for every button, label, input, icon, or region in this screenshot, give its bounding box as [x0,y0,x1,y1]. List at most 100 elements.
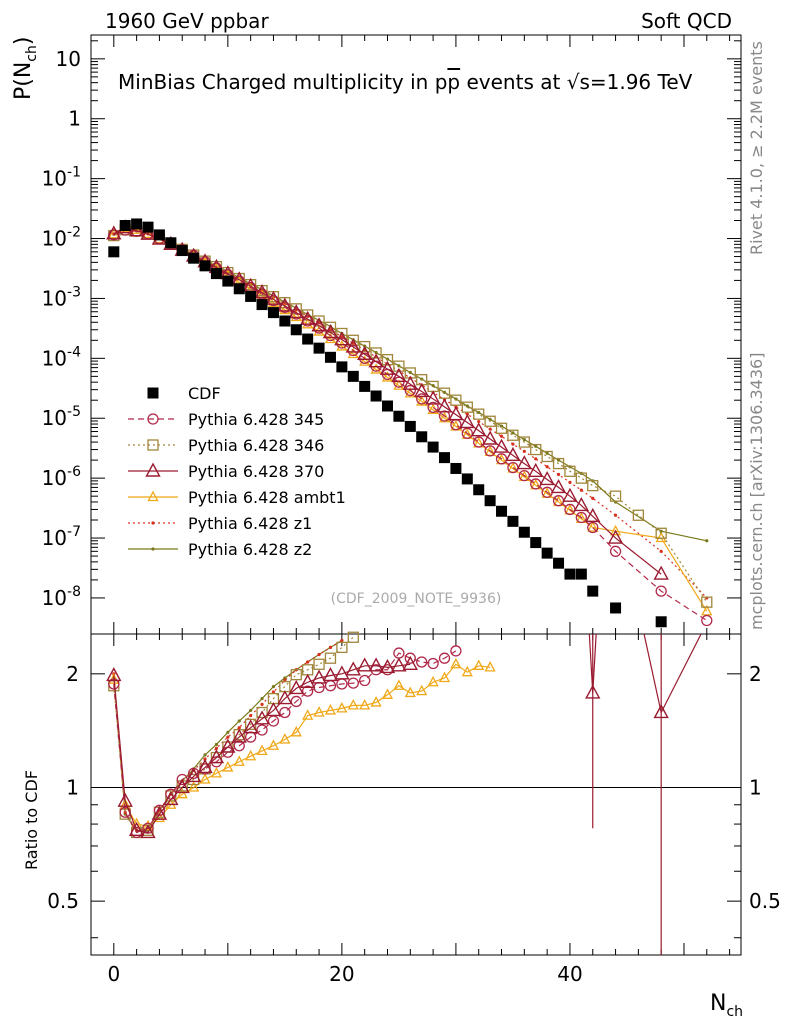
analysis-watermark: (CDF_2009_NOTE_9936) [331,591,502,607]
data-point-p370 [345,338,361,353]
data-point-z1 [659,549,663,553]
legend-item-ambt1: Pythia 6.428 ambt1 [128,488,346,507]
ratio-point-p370 [288,679,304,695]
data-point-cdf [553,557,565,569]
legend-label: Pythia 6.428 z1 [188,514,312,533]
ratio-y-axis-label: Ratio to CDF [22,770,41,870]
data-point-p346 [701,596,713,608]
ratio-point-ambt1 [359,698,371,710]
ratio-point-p370 [391,657,407,672]
data-point-p345 [701,614,713,627]
ratio-point-p345 [359,674,371,687]
legend-marker [147,387,159,399]
data-point-p370 [299,310,316,325]
data-point-p346 [393,360,405,372]
data-point-z1 [522,449,526,453]
ratio-tail-line [588,633,594,693]
ratio-point-p345 [416,656,428,668]
data-point-cdf [131,218,143,230]
y-tick-label: 10-6 [42,464,82,490]
x-tick-label: 20 [329,962,354,986]
data-point-p370 [562,487,578,502]
data-point-p345 [438,410,451,422]
ratio-point-p345 [404,652,416,664]
data-point-z2 [545,451,549,455]
data-point-cdf [279,315,291,327]
data-point-cdf [416,431,428,443]
ratio-point-ambt1 [290,725,302,737]
ratio-point-z2 [237,719,241,723]
ratio-point-p370 [174,779,190,794]
data-point-cdf [256,299,268,311]
ratio-point-p370 [197,758,213,774]
main-series-group [106,218,713,628]
data-point-p345 [587,521,599,534]
data-point-z2 [511,431,515,435]
data-point-cdf [439,452,451,464]
ratio-point-ambt1 [370,696,382,707]
ylabel-base: P(N [11,62,36,100]
data-point-z1 [579,488,583,492]
ratio-point-ambt1 [393,679,405,690]
ratio-point-z2 [226,730,230,734]
x-tick-label: 0 [107,962,120,986]
legend-item-p345: Pythia 6.428 345 [128,410,324,429]
data-point-p370 [585,507,601,523]
ratio-point-p346 [256,706,268,719]
ratio-point-z2 [283,676,287,680]
data-point-cdf [290,324,302,336]
data-point-z2 [488,417,492,421]
data-point-z1 [613,513,618,517]
ratio-point-ambt1 [222,761,234,772]
data-point-z1 [477,419,481,424]
data-point-p346 [552,457,565,470]
data-point-cdf [165,237,177,249]
data-point-cdf [404,420,416,432]
data-point-p370 [140,225,156,240]
ratio-point-ambt1 [416,684,428,696]
data-point-ambt1 [370,363,382,374]
legend-label: Pythia 6.428 ambt1 [188,488,346,507]
data-point-p370 [425,390,441,405]
data-point-p370 [128,222,145,237]
data-point-p346 [473,408,485,420]
data-point-cdf [587,585,599,597]
legend-item-p370: Pythia 6.428 370 [128,462,324,481]
ratio-point-p345 [256,724,268,736]
ratio-point-p370 [311,669,327,684]
data-point-p370 [653,565,669,580]
ratio-point-p370-tail [653,704,669,719]
data-point-p346 [564,465,576,477]
ratio-point-p345 [438,652,451,664]
data-point-cdf [313,342,325,354]
data-point-ambt1 [701,604,713,616]
data-point-p346 [575,472,588,484]
ratio-point-p370 [299,673,316,688]
data-point-z2 [465,404,469,408]
ratio-point-ambt1 [450,657,462,669]
ratio-point-z1 [328,645,333,649]
ratio-y-tick-label-right: 0.5 [749,889,781,913]
ratio-point-p345 [153,804,166,816]
data-point-z1 [556,472,561,477]
data-point-p370 [402,375,418,390]
ratio-point-z1 [340,638,344,643]
data-point-z2 [408,370,412,375]
ratio-series-group [106,631,702,955]
ratio-point-p370 [231,728,247,743]
title-sqrt: √ [567,70,580,94]
data-point-p345 [427,401,439,413]
ratio-point-p346 [347,631,359,643]
data-point-p370 [379,360,396,375]
ratio-point-ambt1 [313,706,325,717]
data-point-p346 [655,527,667,539]
ratio-point-p346 [290,669,302,681]
ratio-point-p370 [368,657,384,672]
legend-label: Pythia 6.428 345 [188,410,324,429]
title-prefix: MinBias Charged multiplicity in p [118,70,447,94]
data-point-ambt1 [416,395,428,406]
ratio-point-p370 [163,790,179,806]
data-point-p346 [438,387,451,399]
data-point-cdf [188,252,200,264]
ratio-point-p370 [208,749,225,764]
